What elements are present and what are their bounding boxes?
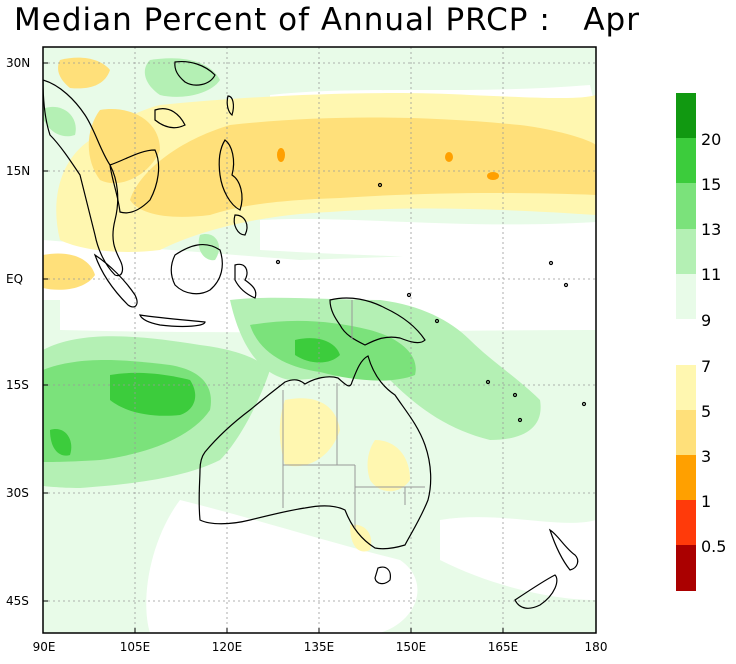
legend-swatch-0.5-1 bbox=[676, 500, 696, 545]
new-guinea-coastline bbox=[329, 297, 426, 346]
lat-label-eq: EQ bbox=[6, 272, 24, 286]
lat-label-30s: 30S bbox=[6, 486, 29, 500]
state-borders bbox=[282, 300, 425, 528]
legend-label-13: 13 bbox=[701, 220, 722, 239]
lon-label-90e: 90E bbox=[32, 640, 56, 654]
tasmania-coastline bbox=[374, 566, 391, 585]
sumatra-coastline bbox=[93, 253, 138, 308]
legend-swatch-9-11 bbox=[676, 274, 696, 319]
legend-swatch-lt0.5 bbox=[676, 545, 696, 591]
lon-label-150e: 150E bbox=[395, 640, 427, 654]
borneo-coastline bbox=[170, 243, 223, 295]
lat-label-15s: 15S bbox=[6, 378, 29, 392]
legend-label-0.5: 0.5 bbox=[701, 537, 727, 556]
lat-label-15n: 15N bbox=[6, 164, 31, 178]
legend-label-5: 5 bbox=[701, 402, 712, 421]
new-zealand-coastline bbox=[548, 528, 579, 571]
lon-label-105e: 105E bbox=[119, 640, 151, 654]
axis-ticks bbox=[42, 62, 597, 633]
legend-label-20: 20 bbox=[701, 130, 722, 149]
map-title: Median Percent of Annual PRCP : Apr bbox=[14, 2, 640, 38]
legend-swatch-11-13 bbox=[676, 229, 696, 274]
legend-label-11: 11 bbox=[701, 265, 722, 284]
legend-swatch-3-5 bbox=[676, 410, 696, 455]
legend-label-15: 15 bbox=[701, 175, 722, 194]
coastlines bbox=[43, 60, 587, 609]
legend-label-3: 3 bbox=[701, 447, 712, 466]
legend-swatch-13-15 bbox=[676, 183, 696, 229]
legend-swatch-15-20 bbox=[676, 138, 696, 183]
lat-label-30n: 30N bbox=[6, 56, 31, 70]
lon-label-165e: 165E bbox=[487, 640, 519, 654]
australia-coastline bbox=[198, 355, 432, 550]
legend-swatch-1-3 bbox=[676, 455, 696, 500]
philippines-coastline bbox=[218, 139, 243, 211]
lat-label-45s: 45S bbox=[6, 594, 29, 608]
legend-label-7: 7 bbox=[701, 357, 712, 376]
lon-label-135e: 135E bbox=[303, 640, 335, 654]
map-grid bbox=[43, 47, 596, 633]
lon-label-180: 180 bbox=[584, 640, 608, 654]
legend-swatch-gt20 bbox=[676, 93, 696, 138]
color-legend bbox=[676, 93, 696, 591]
legend-label-9: 9 bbox=[701, 311, 712, 330]
legend-label-1: 1 bbox=[701, 492, 712, 511]
lon-label-120e: 120E bbox=[211, 640, 243, 654]
legend-swatch-5-7 bbox=[676, 365, 696, 410]
se-asia-mainland-coastline bbox=[43, 79, 124, 277]
